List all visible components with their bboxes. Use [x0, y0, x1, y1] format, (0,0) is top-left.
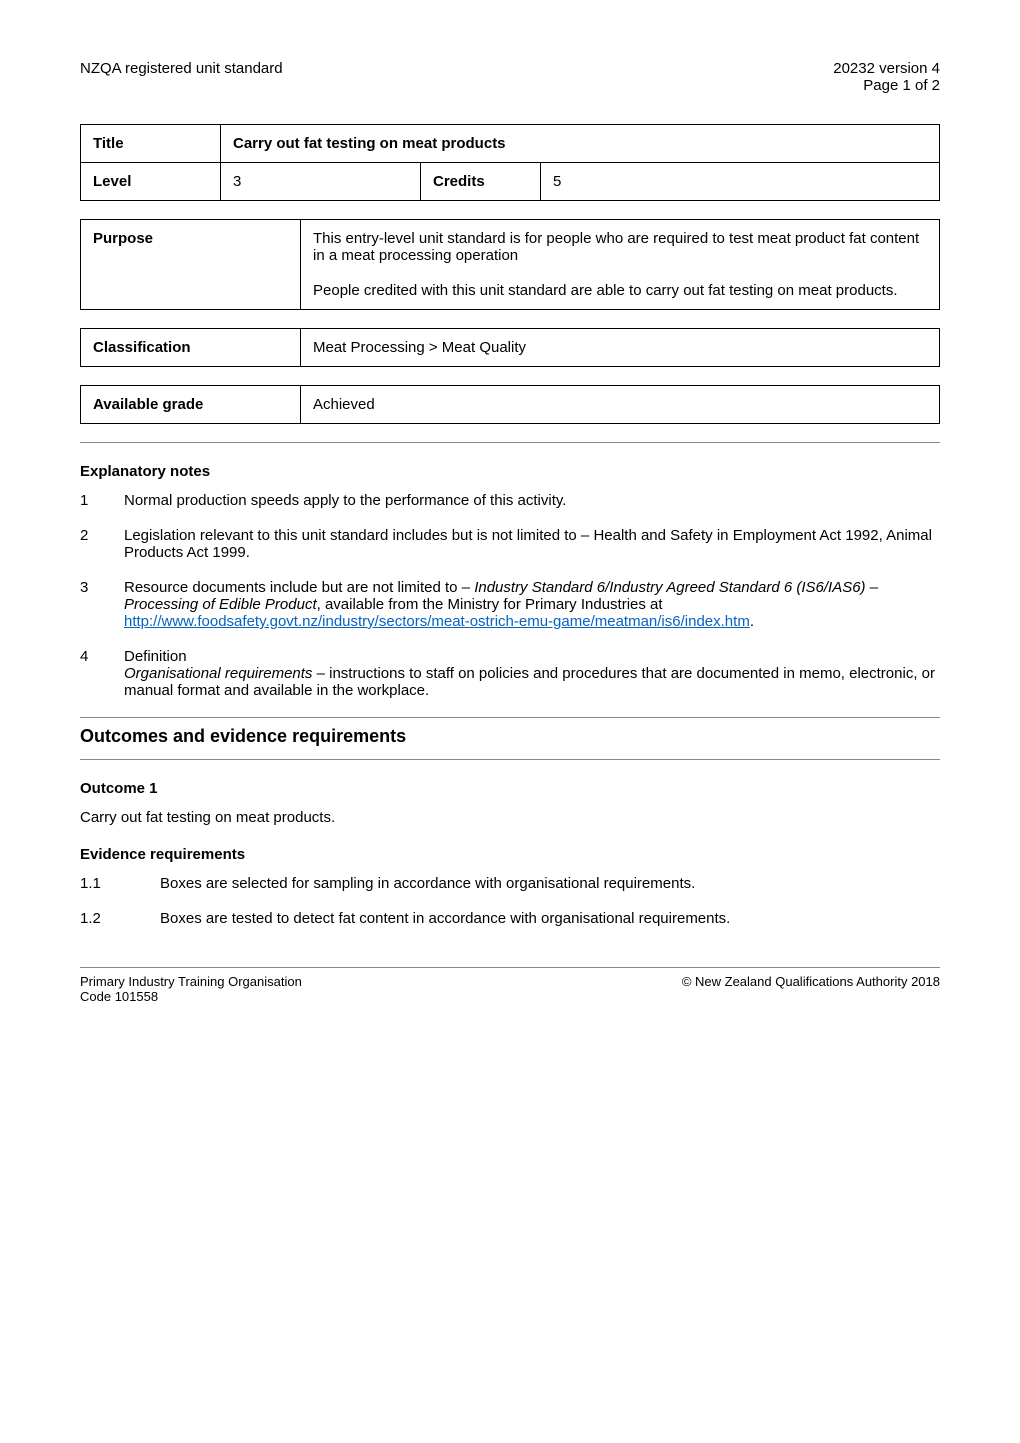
evidence-body: Boxes are selected for sampling in accor… [160, 875, 940, 892]
footer-left: Primary Industry Training Organisation C… [80, 974, 302, 1004]
header-right-line2: Page 1 of 2 [833, 77, 940, 94]
note3-link[interactable]: http://www.foodsafety.govt.nz/industry/s… [124, 613, 750, 630]
evidence-label: Evidence requirements [80, 846, 940, 863]
classification-table: Classification Meat Processing > Meat Qu… [80, 328, 940, 367]
note3-suffix: , available from the Ministry for Primar… [317, 596, 663, 613]
purpose-table: Purpose This entry-level unit standard i… [80, 219, 940, 310]
grade-label: Available grade [81, 386, 301, 424]
level-label: Level [81, 163, 221, 201]
level-value: 3 [221, 163, 421, 201]
note-num: 4 [80, 648, 124, 699]
title-label: Title [81, 125, 221, 163]
note3-tail: . [750, 613, 754, 630]
note4-italic: Organisational requirements [124, 665, 312, 682]
title-table: Title Carry out fat testing on meat prod… [80, 124, 940, 201]
note-body: Definition Organisational requirements –… [124, 648, 940, 699]
evidence-item: 1.1 Boxes are selected for sampling in a… [80, 875, 940, 892]
title-value: Carry out fat testing on meat products [221, 125, 940, 163]
note-body: Normal production speeds apply to the pe… [124, 492, 940, 509]
explanatory-item: 3 Resource documents include but are not… [80, 579, 940, 630]
purpose-value: This entry-level unit standard is for pe… [301, 220, 940, 310]
explanatory-item: 4 Definition Organisational requirements… [80, 648, 940, 699]
evidence-num: 1.2 [80, 910, 160, 927]
credits-label: Credits [421, 163, 541, 201]
outcome1-label: Outcome 1 [80, 780, 940, 797]
footer-right: © New Zealand Qualifications Authority 2… [682, 974, 940, 1004]
note-num: 3 [80, 579, 124, 630]
footer-left-line2: Code 101558 [80, 989, 302, 1004]
evidence-item: 1.2 Boxes are tested to detect fat conte… [80, 910, 940, 927]
page-header: NZQA registered unit standard 20232 vers… [80, 60, 940, 94]
rule [80, 442, 940, 443]
purpose-label: Purpose [81, 220, 301, 310]
note4-text: Organisational requirements – instructio… [124, 665, 940, 699]
header-left: NZQA registered unit standard [80, 60, 283, 94]
evidence-num: 1.1 [80, 875, 160, 892]
grade-table: Available grade Achieved [80, 385, 940, 424]
note-body: Legislation relevant to this unit standa… [124, 527, 940, 561]
note4-heading: Definition [124, 648, 940, 665]
header-right: 20232 version 4 Page 1 of 2 [833, 60, 940, 94]
rule [80, 759, 940, 760]
note-body: Resource documents include but are not l… [124, 579, 940, 630]
note3-prefix: Resource documents include but are not l… [124, 579, 474, 596]
note-num: 1 [80, 492, 124, 509]
classification-label: Classification [81, 329, 301, 367]
outcomes-heading: Outcomes and evidence requirements [80, 726, 940, 747]
purpose-para2: People credited with this unit standard … [313, 282, 927, 299]
explanatory-list: 1 Normal production speeds apply to the … [80, 492, 940, 699]
credits-value: 5 [541, 163, 940, 201]
classification-value: Meat Processing > Meat Quality [301, 329, 940, 367]
header-right-line1: 20232 version 4 [833, 60, 940, 77]
evidence-body: Boxes are tested to detect fat content i… [160, 910, 940, 927]
grade-value: Achieved [301, 386, 940, 424]
note-num: 2 [80, 527, 124, 561]
purpose-para1: This entry-level unit standard is for pe… [313, 230, 927, 264]
explanatory-item: 1 Normal production speeds apply to the … [80, 492, 940, 509]
page-footer: Primary Industry Training Organisation C… [80, 968, 940, 1004]
outcome1-text: Carry out fat testing on meat products. [80, 809, 940, 826]
explanatory-heading: Explanatory notes [80, 463, 940, 480]
footer-left-line1: Primary Industry Training Organisation [80, 974, 302, 989]
explanatory-item: 2 Legislation relevant to this unit stan… [80, 527, 940, 561]
rule [80, 717, 940, 718]
